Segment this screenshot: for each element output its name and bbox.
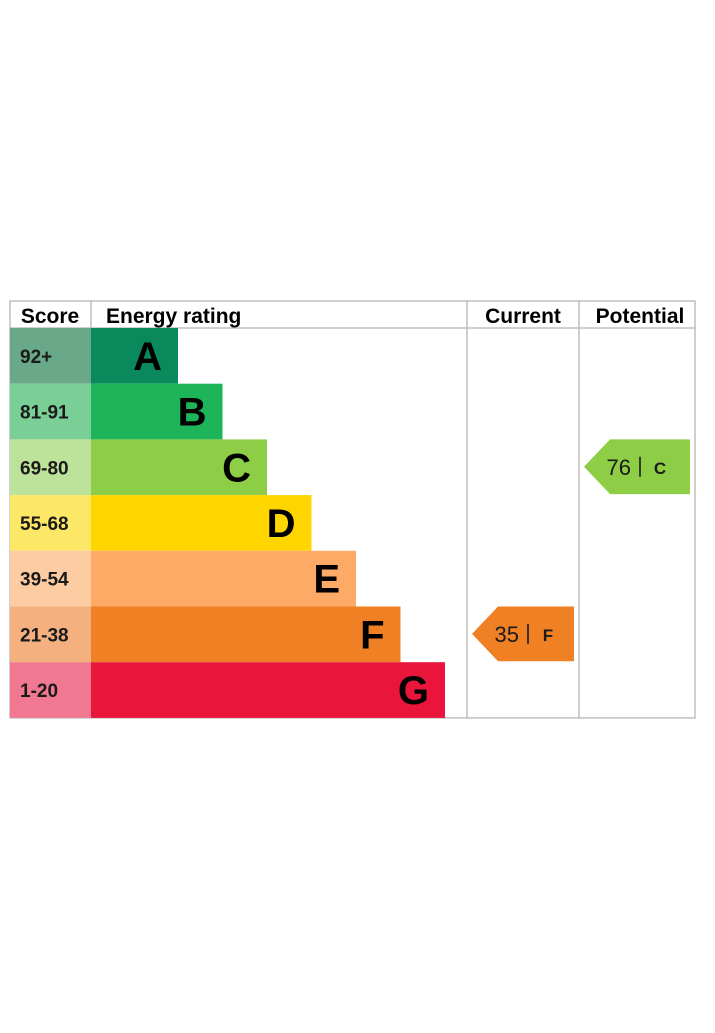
band-bar-e <box>91 550 356 607</box>
rating-indicators: 35 F 76 C <box>472 439 690 662</box>
band-bar-c <box>91 439 267 496</box>
current-rating-score: 35 <box>495 622 519 647</box>
score-range-b: 81-91 <box>20 403 69 424</box>
score-range-c: 69-80 <box>20 458 69 479</box>
band-letter-b: B <box>178 391 207 435</box>
score-column-header: Score <box>21 305 79 328</box>
potential-rating-score: 76 <box>607 455 631 480</box>
score-cell-d <box>10 495 91 551</box>
column-headers: Score Energy rating Current Potential <box>21 305 685 328</box>
potential-rating-letter: C <box>654 459 666 478</box>
band-letter-e: E <box>313 558 340 602</box>
rating-bands: 92+ A 81-91 B 69-80 C 55-68 D 39-54 E 21-38 F 1-20 G <box>10 328 445 718</box>
score-range-a: 92+ <box>20 347 52 368</box>
current-rating-letter: F <box>543 626 553 645</box>
band-bar-d <box>91 495 312 551</box>
band-bar-g <box>91 662 445 718</box>
score-cell-e <box>10 550 91 607</box>
score-cell-g <box>10 662 91 718</box>
score-cell-c <box>10 439 91 496</box>
score-range-d: 55-68 <box>20 514 69 535</box>
energy-rating-column-header: Energy rating <box>106 305 241 328</box>
current-column-header: Current <box>485 305 561 328</box>
potential-column-header: Potential <box>596 305 685 328</box>
band-letter-f: F <box>360 613 384 657</box>
band-letter-d: D <box>267 502 296 546</box>
score-range-f: 21-38 <box>20 625 69 646</box>
score-cell-b <box>10 383 91 440</box>
potential-rating-arrow <box>584 439 690 495</box>
band-bar-a <box>91 328 178 384</box>
score-cell-f <box>10 606 91 663</box>
score-range-g: 1-20 <box>20 681 58 702</box>
band-bar-b <box>91 383 223 440</box>
band-bar-f <box>91 606 401 663</box>
band-letter-g: G <box>398 669 429 713</box>
band-letter-a: A <box>133 335 162 379</box>
score-cell-a <box>10 328 91 384</box>
band-letter-c: C <box>222 446 251 490</box>
current-rating-arrow <box>472 606 574 662</box>
score-range-e: 39-54 <box>20 570 69 591</box>
